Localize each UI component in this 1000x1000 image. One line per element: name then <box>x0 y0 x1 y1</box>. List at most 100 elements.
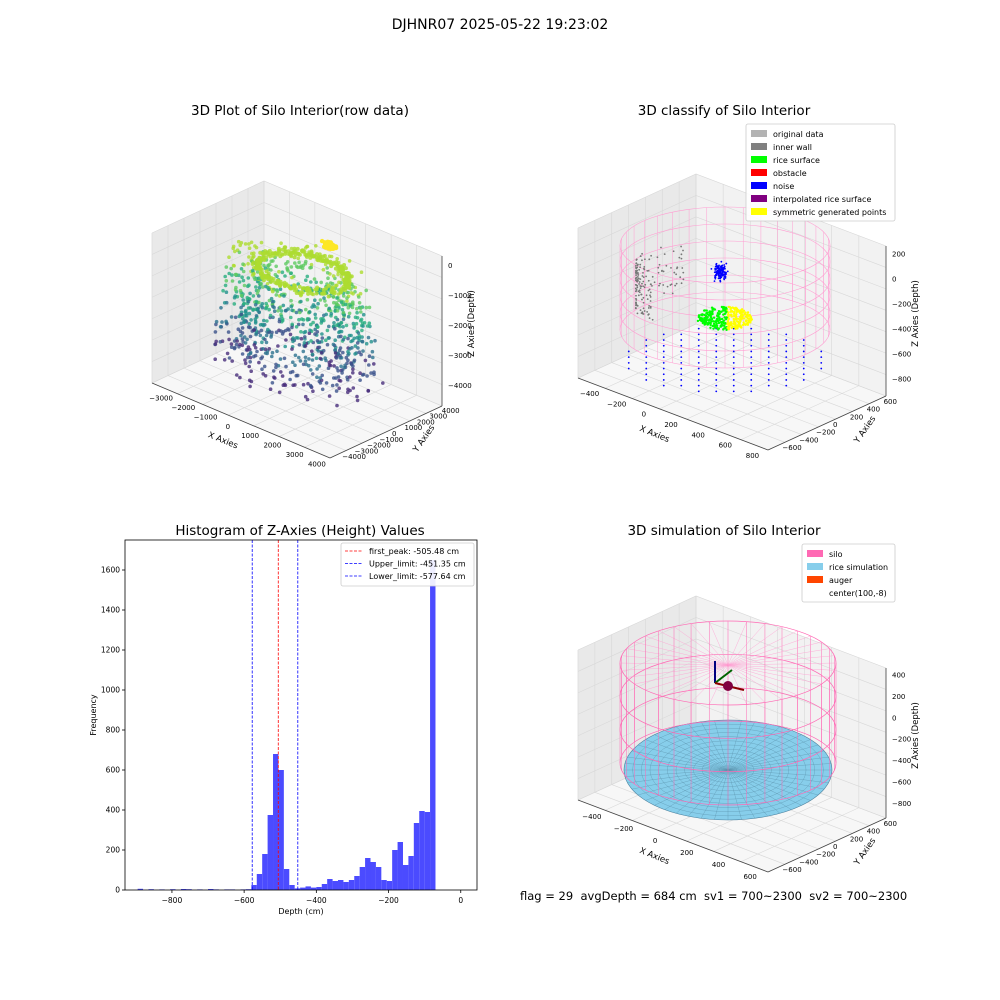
p2-inner-wall-point <box>637 290 640 293</box>
p2-rice-surface-point <box>724 312 727 315</box>
p2-noise-point <box>680 339 683 341</box>
p1-data-point <box>334 356 339 360</box>
p2-inner-wall-point <box>682 278 685 281</box>
p2-rice-surface-point <box>736 325 739 328</box>
p1-data-point <box>246 262 250 266</box>
p2-rice-surface-point <box>723 316 726 319</box>
p3-legend-box <box>340 542 475 587</box>
p2-legend-label: original data <box>773 130 824 139</box>
p2-noise-point <box>662 384 665 387</box>
p1-data-point <box>323 299 327 303</box>
p2-noise-point <box>767 344 770 347</box>
p1-data-point <box>307 310 312 314</box>
p1-x-axis-label: X Axies <box>206 430 239 451</box>
p1-data-point <box>360 328 364 333</box>
p2-rice-surface-point <box>725 307 728 310</box>
p1-data-point <box>351 386 356 390</box>
p1-data-point <box>352 358 357 363</box>
p1-data-point <box>236 239 241 244</box>
p2-inner-wall-point <box>642 296 645 299</box>
p1-data-point <box>253 244 257 248</box>
p1-data-point <box>247 364 251 369</box>
p1-data-point <box>266 264 271 268</box>
p2-inner-wall-point <box>641 259 643 262</box>
p1-z-tick-label: −3000 <box>448 352 472 360</box>
p1-data-point <box>243 358 247 362</box>
p2-noise-point <box>662 367 665 370</box>
p1-data-point <box>331 295 336 299</box>
p4-silo-roof-line <box>727 635 811 666</box>
p1-data-point <box>263 374 268 378</box>
p1-data-point <box>296 256 301 261</box>
p4-rice-mesh-line <box>664 730 729 771</box>
p1-data-point <box>331 342 336 347</box>
p2-inner-wall-point <box>647 269 650 272</box>
p2-rice-surface-point <box>712 316 716 319</box>
p1-data-point <box>229 342 234 346</box>
p1-data-point <box>337 386 342 391</box>
p1-data-point <box>247 311 252 316</box>
p2-rice-surface-point <box>735 313 738 316</box>
p1-data-point <box>293 261 297 265</box>
p2-inner-wall-point <box>657 266 660 269</box>
p1-data-point <box>332 364 336 368</box>
p1-data-point <box>246 325 251 329</box>
p2-noise-point <box>785 379 788 381</box>
p1-data-point <box>248 384 252 389</box>
p2-z-axis-label: Z Axies (Depth) <box>911 280 921 347</box>
p2-rice-surface-point <box>704 322 707 325</box>
p2-rice-surface-point <box>721 320 725 323</box>
p2-inner-wall-point <box>642 280 645 283</box>
p2-z-tick-label: 200 <box>892 251 905 259</box>
p2-legend-swatch <box>751 208 767 215</box>
p1-data-point <box>361 349 365 353</box>
p1-data-point <box>283 274 287 278</box>
p1-data-point <box>278 283 283 288</box>
p1-data-point <box>254 285 258 289</box>
p1-data-point <box>353 344 358 348</box>
p1-data-point <box>291 336 296 340</box>
p2-inner-wall-point <box>644 283 647 286</box>
p1-data-point <box>358 378 362 383</box>
p4-rice-mesh-line <box>714 720 729 771</box>
p1-data-point <box>264 333 269 338</box>
p2-rice-surface-point <box>717 321 721 325</box>
p1-data-point <box>256 289 261 293</box>
p4-rice-mesh-line <box>727 769 742 820</box>
p1-data-point <box>225 351 230 356</box>
p1-data-point <box>343 266 348 271</box>
p2-noise-point <box>680 333 683 336</box>
p1-data-point <box>289 298 293 303</box>
p1-data-point <box>247 283 251 288</box>
p2-inner-wall-point <box>636 284 639 287</box>
p2-rice-surface-point <box>736 317 740 320</box>
p2-inner-wall-point <box>682 249 684 252</box>
p1-data-point <box>302 330 307 335</box>
p1-data-point <box>255 258 260 263</box>
p1-data-point <box>283 245 288 250</box>
p1-data-point <box>326 336 331 340</box>
p2-rice-surface-point <box>709 323 712 327</box>
p2-noise-point <box>697 379 700 381</box>
p1-data-point <box>359 270 364 275</box>
p4-rice-mesh-line <box>714 769 729 820</box>
p1-data-point <box>283 308 288 313</box>
p1-data-point <box>290 275 294 280</box>
p2-rice-surface-point <box>722 309 725 312</box>
p2-inner-wall-point <box>642 301 645 304</box>
p1-data-point <box>224 279 229 283</box>
p1-data-point <box>252 328 256 332</box>
p2-rice-surface-point <box>706 316 709 319</box>
p3-y-tick-label: 200 <box>106 846 121 855</box>
p1-data-point <box>260 285 265 289</box>
p2-noise-point <box>680 361 683 364</box>
p2-inner-wall-point <box>656 256 659 259</box>
p1-data-point <box>299 336 304 341</box>
p1-data-point <box>274 330 279 335</box>
p4-silo-roof-line <box>645 635 729 666</box>
p2-rice-surface-point <box>748 313 751 317</box>
p1-data-point <box>254 266 259 271</box>
p2-noise-point <box>720 273 723 276</box>
p1-data-point <box>315 330 320 334</box>
